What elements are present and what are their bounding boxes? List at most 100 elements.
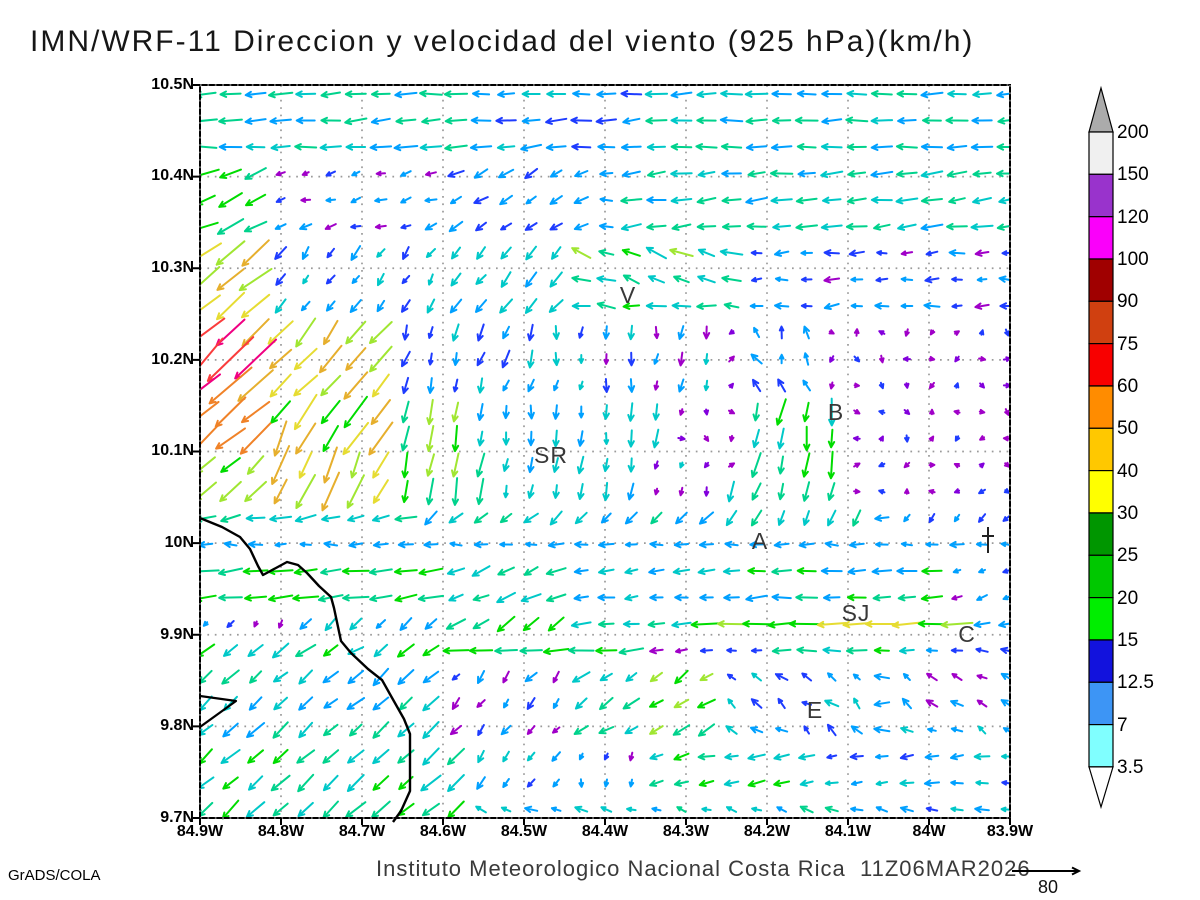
map-label-sr: SR: [534, 442, 568, 468]
wind-arrow: [652, 428, 660, 449]
wind-arrow: [853, 355, 861, 363]
wind-arrow: [675, 648, 688, 654]
wind-arrow: [476, 323, 485, 342]
wind-arrow: [549, 222, 563, 231]
wind-arrow: [201, 118, 218, 122]
page-title: IMN/WRF-11 Direccion y velocidad del vie…: [30, 25, 975, 58]
wind-arrow: [846, 90, 868, 98]
wind-arrow: [271, 445, 291, 485]
wind-arrow: [273, 420, 288, 457]
wind-arrow: [444, 117, 468, 125]
wind-arrow: [375, 170, 386, 177]
x-axis-label: 84W: [912, 823, 946, 840]
x-axis-label: 84.9W: [176, 823, 224, 840]
wind-arrow: [998, 196, 1009, 205]
wind-arrow: [270, 143, 291, 152]
wind-arrow: [846, 593, 867, 602]
wind-arrow: [220, 749, 241, 764]
wind-arrow: [246, 455, 265, 475]
wind-arrow: [847, 567, 867, 575]
wind-arrow: [427, 377, 435, 394]
wind-arrow: [344, 90, 367, 98]
wind-arrow: [770, 143, 793, 151]
wind-arrow: [502, 778, 510, 788]
wind-arrow: [543, 647, 570, 655]
wind-arrow: [978, 488, 986, 495]
wind-arrow: [372, 667, 390, 687]
wind-arrow: [801, 452, 811, 478]
wind-arrow: [948, 249, 966, 257]
wind-arrow: [451, 477, 459, 506]
wind-arrow: [319, 344, 343, 374]
wind-arrow: [924, 752, 940, 761]
wind-arrow: [628, 778, 635, 788]
wind-arrow: [646, 196, 667, 204]
wind-arrow: [722, 223, 742, 231]
wind-arrow: [795, 223, 818, 231]
x-axis-label: 84.6W: [419, 823, 467, 840]
wind-arrow: [201, 569, 220, 573]
wind-arrow: [596, 301, 616, 310]
wind-arrow: [521, 90, 541, 98]
wind-arrow: [996, 169, 1009, 178]
wind-arrow: [325, 300, 336, 312]
wind-arrow: [447, 169, 465, 178]
wind-arrow: [500, 222, 513, 231]
wind-arrow: [928, 489, 936, 495]
wind-arrow: [372, 721, 390, 739]
colorbar-label: 3.5: [1117, 757, 1144, 778]
wind-arrow: [848, 541, 865, 549]
wind-arrow: [421, 117, 441, 125]
wind-arrow: [796, 646, 818, 654]
wind-arrow: [394, 593, 418, 603]
wind-arrow: [375, 619, 386, 629]
wind-arrow: [552, 404, 560, 420]
wind-arrow: [323, 644, 339, 657]
wind-arrow: [1000, 541, 1009, 548]
wind-arrow: [873, 726, 891, 734]
wind-arrow: [774, 276, 789, 282]
wind-arrow: [346, 697, 366, 710]
wind-arrow: [422, 644, 440, 657]
wind-arrow: [345, 801, 367, 818]
wind-arrow: [499, 541, 513, 548]
wind-arrow: [671, 223, 692, 231]
wind-arrow: [954, 435, 961, 442]
wind-arrow: [749, 540, 764, 549]
wind-arrow: [724, 752, 739, 761]
colorbar-under-arrow: [1088, 766, 1114, 810]
wind-arrow: [974, 302, 990, 310]
wind-arrow: [201, 748, 213, 764]
wind-arrow: [349, 299, 362, 313]
wind-arrow: [976, 674, 988, 680]
wind-arrow: [473, 512, 489, 524]
wind-arrow: [248, 696, 263, 711]
wind-arrow: [747, 753, 766, 761]
colorbar-label: 25: [1117, 545, 1139, 566]
wind-arrow: [651, 806, 662, 813]
wind-arrow: [578, 380, 584, 391]
wind-arrow: [970, 223, 994, 231]
wind-arrow: [824, 805, 839, 813]
wind-arrow: [294, 514, 317, 523]
wind-arrow: [953, 463, 961, 469]
wind-arrow: [902, 673, 911, 681]
wind-arrow: [476, 403, 485, 421]
wind-arrow: [574, 540, 589, 549]
wind-arrow: [201, 294, 221, 311]
wind-arrow: [879, 354, 885, 364]
wind-arrow: [721, 196, 742, 204]
wind-arrow: [320, 399, 341, 425]
wind-arrow: [699, 647, 714, 654]
wind-arrow: [320, 568, 342, 576]
wind-arrow: [503, 698, 510, 709]
wind-arrow: [422, 721, 440, 739]
wind-arrow: [578, 354, 585, 364]
wind-arrow: [596, 90, 617, 98]
wind-arrow: [371, 90, 391, 98]
wind-arrow: [972, 90, 992, 98]
wind-arrow: [927, 727, 937, 733]
wind-arrow: [524, 671, 538, 683]
wind-arrow: [803, 725, 810, 735]
wind-arrow: [750, 726, 764, 734]
